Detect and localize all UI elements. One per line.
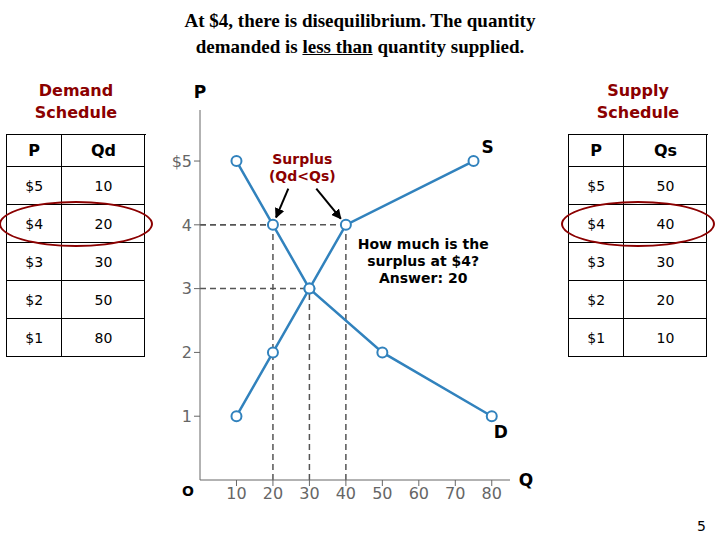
- svg-text:P: P: [194, 82, 206, 102]
- html-text:30: 30: [656, 253, 675, 270]
- svg-text:10: 10: [226, 484, 246, 503]
- svg-text:80: 80: [482, 484, 502, 503]
- svg-text:20: 20: [263, 484, 283, 503]
- html-text:50: 50: [94, 291, 113, 308]
- html-text:$4: $4: [587, 215, 606, 232]
- html-text:30: 30: [94, 253, 113, 270]
- html-text:Qs: Qs: [653, 141, 677, 160]
- html-text:50: 50: [656, 177, 675, 194]
- html-text:20: 20: [94, 215, 113, 232]
- html-text:$5: $5: [587, 177, 606, 194]
- html-text:demanded is less than quantity: demanded is less than quantity supplied.: [195, 36, 525, 57]
- svg-text:30: 30: [299, 484, 319, 503]
- html-text:10: 10: [94, 177, 113, 194]
- html-text:$1: $1: [587, 329, 606, 346]
- svg-text:$5: $5: [172, 152, 192, 171]
- svg-text:S: S: [482, 137, 494, 157]
- html-text:$2: $2: [25, 291, 44, 308]
- svg-text:50: 50: [372, 484, 392, 503]
- svg-text:Surplus(Qd<Qs): Surplus(Qd<Qs): [269, 151, 336, 184]
- html-text:$5: $5: [25, 177, 44, 194]
- html-text:$3: $3: [587, 253, 606, 270]
- svg-text:2: 2: [182, 343, 192, 362]
- html-text:5: 5: [697, 518, 706, 534]
- html-text:P: P: [28, 141, 41, 160]
- svg-text:O: O: [182, 483, 194, 499]
- html-text:$2: $2: [587, 291, 606, 308]
- html-text:80: 80: [94, 329, 113, 346]
- svg-text:40: 40: [336, 484, 356, 503]
- svg-text:1: 1: [182, 407, 192, 426]
- html-text:Schedule: Schedule: [34, 103, 118, 122]
- html-text:10: 10: [656, 329, 675, 346]
- svg-text:How much is thesurplus at $4?A: How much is thesurplus at $4?Answer: 20: [358, 236, 489, 286]
- html-text:Supply: Supply: [607, 81, 669, 100]
- svg-text:Q: Q: [519, 470, 533, 490]
- html-text:Schedule: Schedule: [596, 103, 680, 122]
- html-text:$4: $4: [25, 215, 44, 232]
- svg-text:70: 70: [445, 484, 465, 503]
- svg-text:3: 3: [182, 279, 192, 298]
- html-text:At $4, there is disequilibrium: At $4, there is disequilibrium. The quan…: [184, 10, 536, 31]
- svg-text:4: 4: [182, 216, 192, 235]
- html-text:20: 20: [656, 291, 675, 308]
- svg-text:60: 60: [409, 484, 429, 503]
- html-text:Qd: Qd: [90, 141, 116, 160]
- html-text:$3: $3: [25, 253, 44, 270]
- html-text:Demand: Demand: [38, 81, 114, 100]
- svg-text:D: D: [494, 422, 508, 442]
- html-text:40: 40: [656, 215, 675, 232]
- html-text:$1: $1: [25, 329, 44, 346]
- html-text:P: P: [590, 141, 603, 160]
